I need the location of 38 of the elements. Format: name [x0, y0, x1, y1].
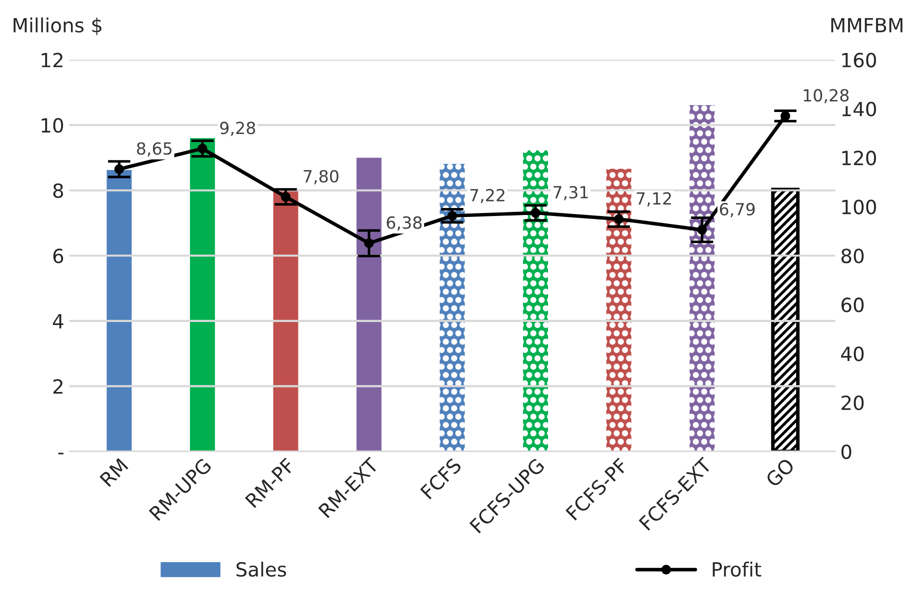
data-label: 6,79 [720, 202, 755, 218]
bar [606, 168, 632, 452]
y2-tick-label: 60 [842, 298, 864, 312]
data-label: 7,31 [554, 186, 588, 200]
y-tick-label: 12 [42, 52, 62, 68]
bar [190, 138, 215, 452]
legend-label: Sales [236, 562, 286, 577]
y2-axis-title: MMFBM [831, 18, 902, 32]
y2-tick-label: 20 [842, 395, 864, 410]
x-tick-label: RM [100, 458, 128, 487]
y2-tick-label: 40 [841, 346, 864, 362]
y-tick-label: 6 [53, 248, 64, 264]
x-tick-label: GO [764, 457, 796, 488]
legend-label: Profit [712, 562, 762, 577]
bar [690, 105, 715, 452]
data-label: 7,12 [636, 192, 671, 206]
y-axis-title: Millions $ [14, 17, 102, 36]
bar [440, 164, 465, 452]
y-tick-label: - [58, 452, 64, 454]
y2-tick-label: 160 [842, 52, 876, 68]
data-label: 8,65 [136, 142, 172, 157]
y-tick-label: 8 [53, 183, 64, 198]
bar [273, 190, 298, 452]
data-label: 7,22 [470, 188, 504, 204]
y2-tick-label: 80 [841, 248, 864, 264]
y-tick-label: 4 [52, 314, 64, 328]
y2-tick-label: 100 [842, 200, 876, 214]
data-label: 7,80 [304, 170, 338, 184]
y-tick-label: 2 [53, 379, 62, 394]
bar [356, 158, 382, 452]
y2-tick-label: 0 [841, 444, 852, 460]
bar [523, 150, 548, 452]
bar [106, 170, 132, 452]
y-tick-label: 10 [42, 118, 64, 133]
y2-tick-label: 120 [842, 150, 876, 166]
data-label: 10,28 [804, 88, 849, 104]
data-label: 9,28 [220, 122, 256, 136]
data-label: 6,38 [386, 216, 422, 231]
